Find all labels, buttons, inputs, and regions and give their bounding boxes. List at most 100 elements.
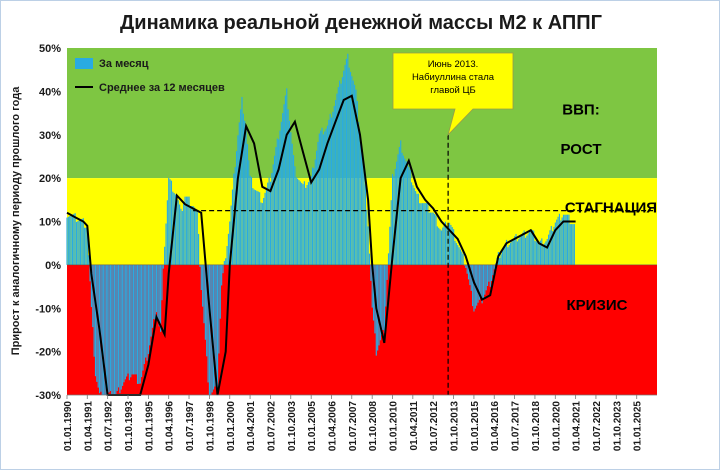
bar — [500, 254, 502, 265]
bar — [176, 195, 178, 265]
bar — [336, 93, 338, 265]
bar — [520, 234, 523, 265]
bar — [317, 141, 319, 265]
bar — [151, 264, 154, 328]
bar — [307, 182, 310, 265]
bar — [227, 233, 230, 265]
bar — [244, 120, 246, 265]
bar — [166, 200, 168, 265]
bar — [410, 182, 413, 265]
x-tick-label: 01.07.2007 — [348, 401, 359, 451]
bar — [280, 121, 282, 265]
y-tick-label: 40% — [39, 86, 61, 98]
bar — [455, 242, 457, 265]
bar — [508, 245, 510, 265]
bar — [215, 264, 217, 384]
x-tick-label: 01.04.2006 — [327, 401, 338, 451]
bar — [212, 264, 215, 390]
bar — [135, 264, 137, 375]
bar — [71, 214, 74, 265]
bar — [564, 214, 566, 265]
bar — [127, 264, 129, 374]
bar — [387, 253, 390, 265]
bar — [221, 264, 223, 286]
bar — [379, 264, 381, 341]
bar — [472, 264, 474, 307]
x-tick-label: 01.10.1993 — [124, 401, 135, 451]
bar — [208, 264, 211, 395]
bar — [412, 185, 414, 265]
bar — [286, 88, 288, 265]
bar — [278, 139, 280, 265]
bar — [196, 210, 198, 265]
bar — [524, 237, 527, 265]
y-tick-label: 10% — [39, 217, 61, 229]
bar — [389, 226, 391, 265]
bar — [73, 213, 75, 265]
bar — [123, 264, 125, 383]
bar — [128, 264, 130, 381]
bar — [505, 239, 508, 265]
bar — [341, 77, 343, 265]
y-tick-label: 50% — [39, 43, 61, 55]
bar — [181, 211, 183, 265]
bar — [360, 145, 362, 265]
bar — [507, 247, 509, 265]
bar — [371, 264, 373, 308]
bar — [310, 176, 312, 265]
bar — [124, 264, 126, 380]
x-tick-label: 01.10.2003 — [287, 401, 298, 451]
bar — [230, 205, 232, 265]
bar — [333, 105, 335, 265]
bar — [424, 203, 426, 265]
bar — [131, 264, 133, 375]
bar — [66, 217, 68, 265]
bar — [381, 264, 383, 336]
bar — [526, 235, 528, 265]
bar — [355, 89, 357, 265]
bar — [416, 193, 418, 265]
bar — [545, 241, 547, 265]
bar — [168, 177, 170, 265]
bar — [207, 264, 209, 383]
bar — [345, 58, 348, 265]
bar — [421, 203, 423, 265]
bar — [192, 206, 194, 265]
bar — [269, 181, 272, 265]
bar — [519, 237, 521, 265]
bar — [531, 229, 533, 265]
bar — [503, 247, 505, 265]
x-tick-label: 01.01.2000 — [226, 401, 237, 451]
bar — [543, 243, 546, 265]
bar — [440, 230, 442, 265]
bar — [117, 264, 120, 388]
bar — [185, 196, 187, 265]
bar — [382, 264, 384, 331]
bar — [139, 264, 141, 384]
bar — [318, 133, 320, 265]
bar — [516, 241, 518, 265]
bar — [324, 131, 326, 265]
bar — [193, 207, 196, 265]
bar — [560, 220, 562, 265]
bar — [467, 264, 470, 280]
band-label-growth: ВВП: — [562, 102, 599, 119]
bar — [157, 264, 159, 320]
x-tick-label: 01.10.2018 — [531, 401, 542, 451]
annotation-text: Июнь 2013. — [428, 59, 479, 70]
bar — [573, 224, 575, 265]
bar — [222, 264, 224, 274]
bar — [499, 257, 501, 265]
bar — [260, 202, 262, 265]
bar — [145, 264, 147, 358]
bar — [155, 264, 158, 313]
bar — [501, 250, 504, 265]
bar — [299, 181, 301, 265]
bar — [446, 228, 448, 265]
bar — [204, 264, 206, 340]
x-tick-label: 01.01.2015 — [470, 401, 481, 451]
bar — [223, 260, 225, 265]
bar — [326, 125, 329, 265]
bar — [354, 84, 356, 265]
